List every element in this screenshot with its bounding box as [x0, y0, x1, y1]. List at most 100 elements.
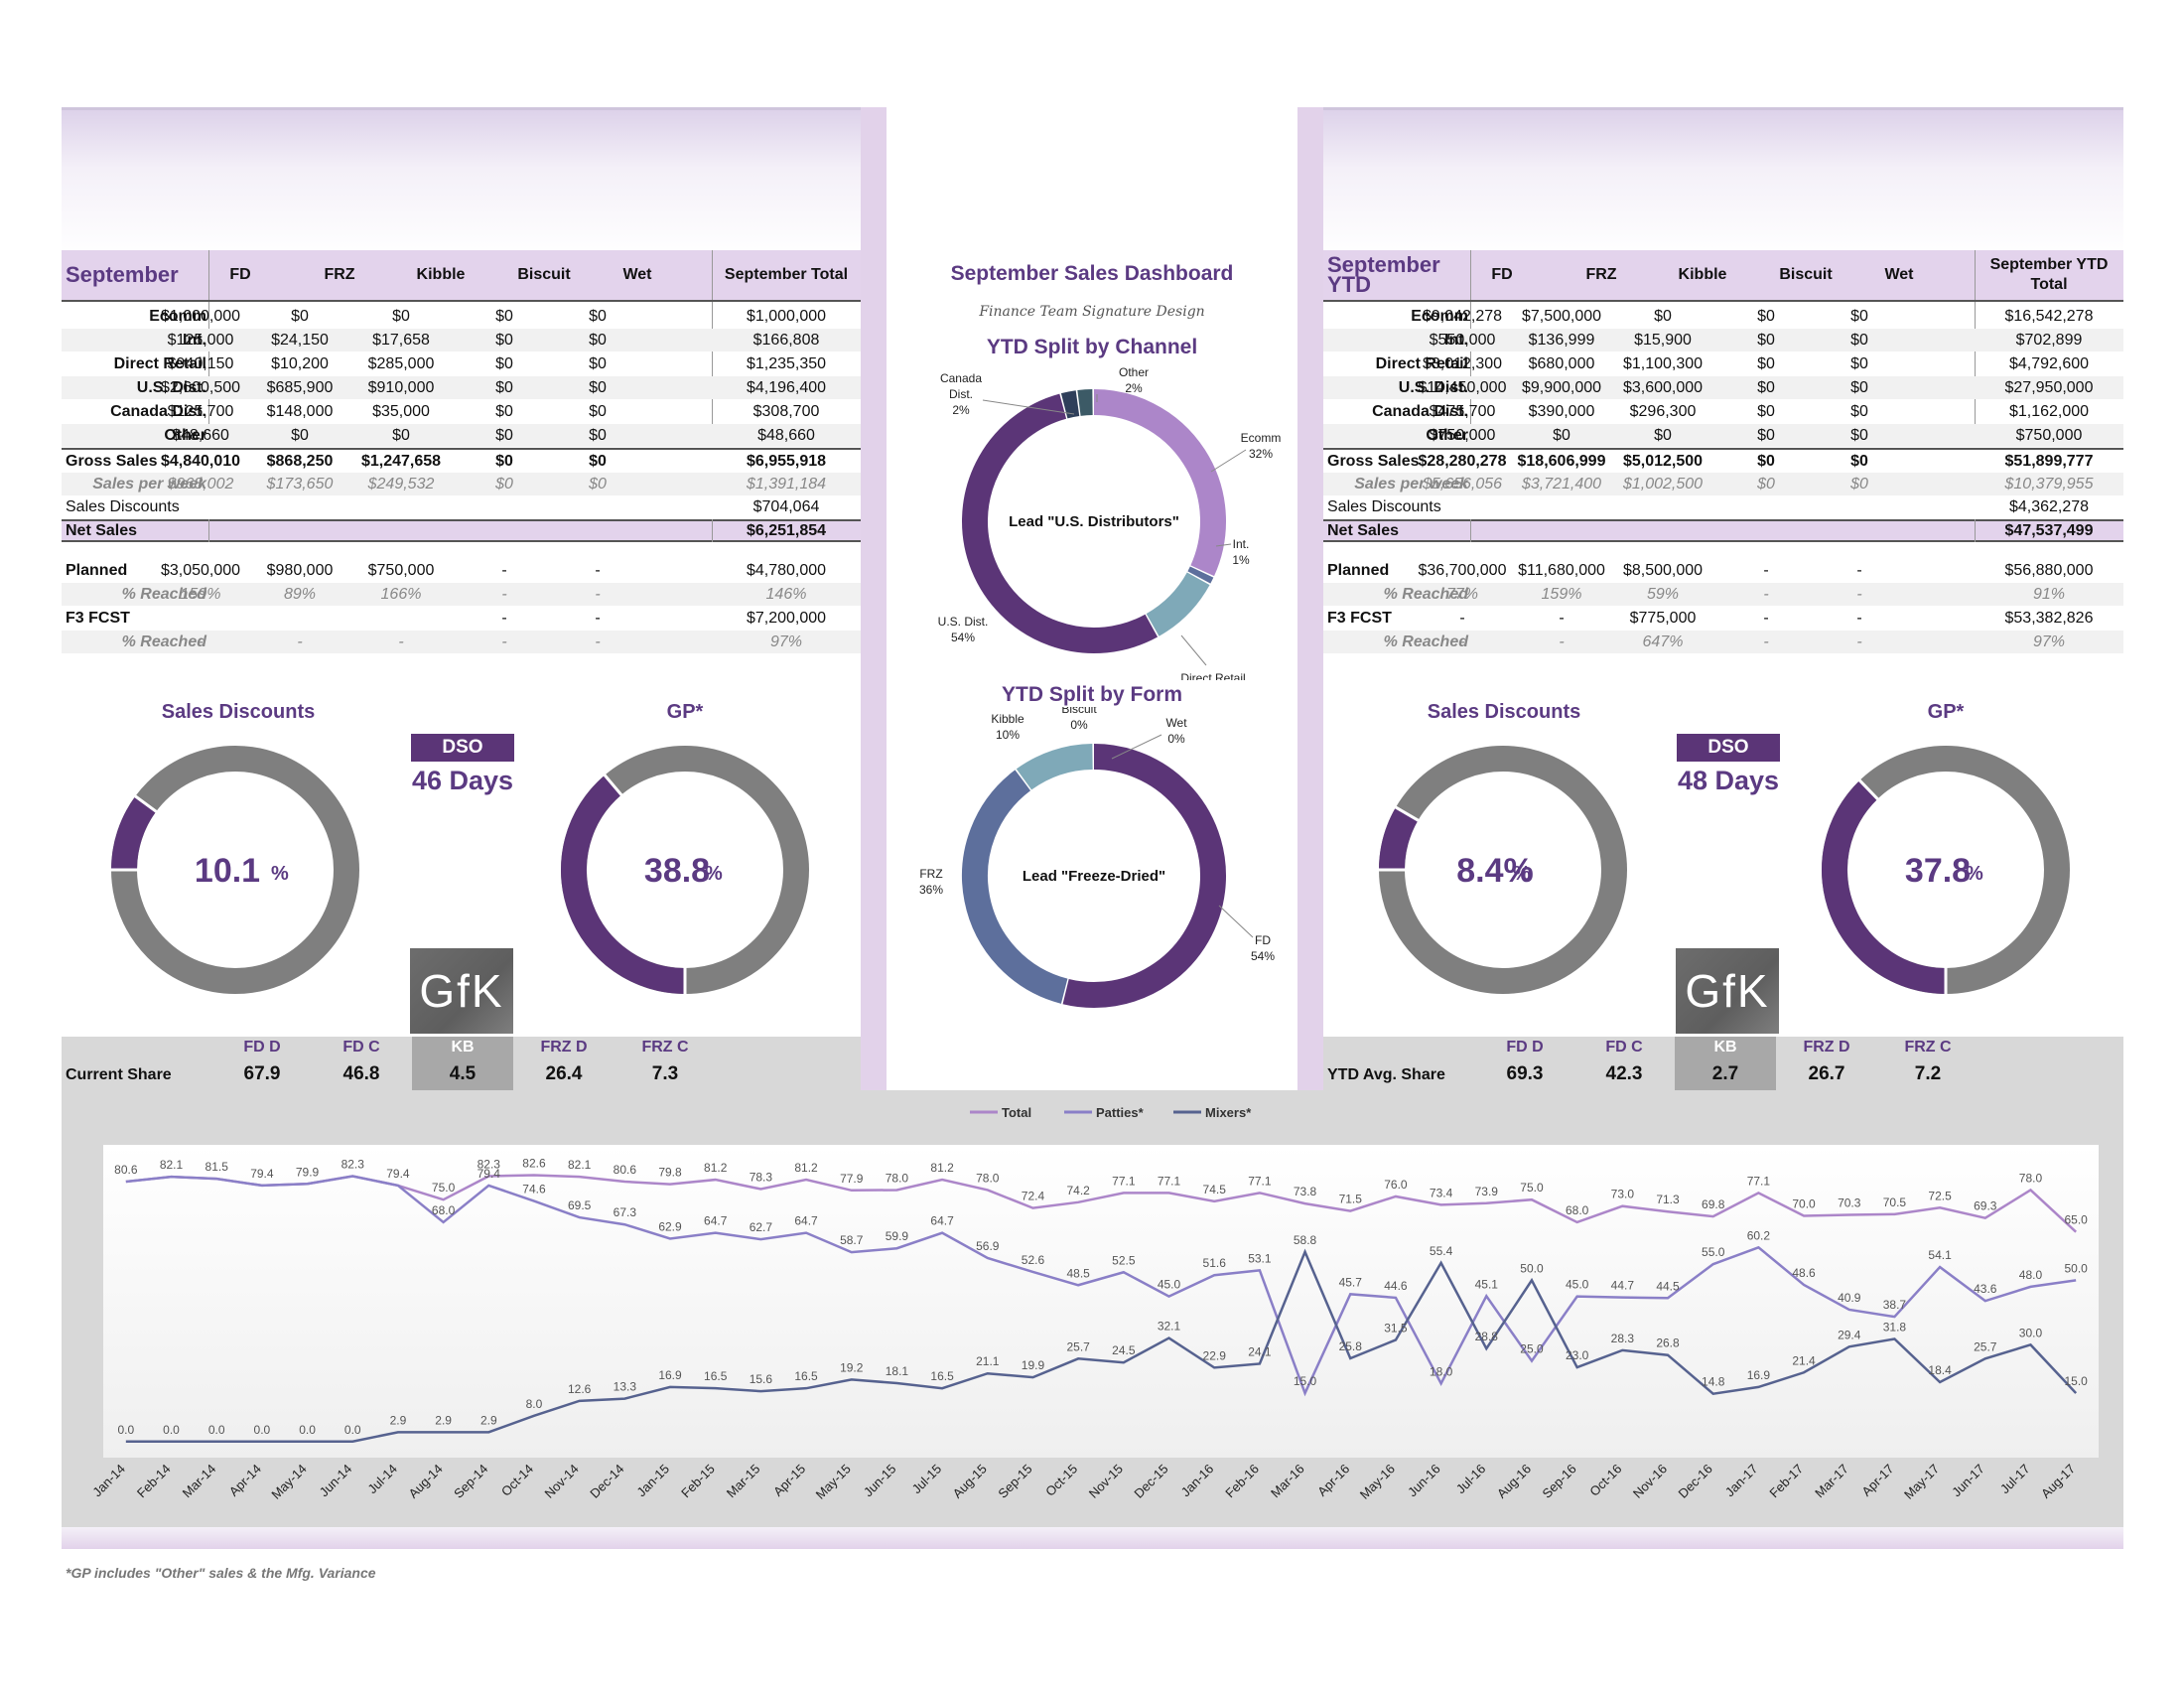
data-label: 45.1 — [1475, 1277, 1499, 1291]
right-cell: $3,600,000 — [1622, 378, 1704, 396]
donut-label-text: Ecomm — [1241, 431, 1282, 445]
x-tick-label: Jul-15 — [909, 1462, 945, 1497]
data-label: 77.1 — [1747, 1174, 1771, 1188]
donut-label: U.S. Dist. 54% — [938, 615, 989, 644]
x-tick-label: Nov-16 — [1630, 1462, 1670, 1501]
data-label: 53.1 — [1248, 1251, 1272, 1265]
data-label: 24.1 — [1248, 1345, 1272, 1359]
right-cell: $0 — [1850, 402, 1868, 420]
right-cell: $28,280,278 — [1418, 452, 1507, 470]
right-cell-total: $750,000 — [2015, 426, 2083, 444]
data-label: 50.0 — [2064, 1261, 2088, 1275]
x-tick-label: May-16 — [1357, 1462, 1398, 1502]
donut-label-text: FD — [1255, 933, 1271, 947]
right-cell: $0 — [1850, 378, 1868, 396]
donut-label: Ecomm 32% — [1241, 431, 1282, 461]
data-label: 77.1 — [1158, 1174, 1181, 1188]
right-header-col: Wet — [1884, 266, 1914, 283]
left-cell: - — [595, 633, 601, 650]
right-cell: $136,999 — [1528, 331, 1595, 349]
left-cell: - — [595, 585, 601, 603]
right-cell: $9,042,278 — [1422, 307, 1503, 325]
left-cell: $125,700 — [167, 402, 234, 420]
channel-split-title: YTD Split by Channel — [986, 336, 1198, 358]
donut-label-text: Dist. — [949, 387, 973, 401]
x-tick-label: Aug-14 — [405, 1462, 445, 1501]
gauge-value-arc — [1822, 779, 1947, 994]
x-tick-label: Nov-15 — [1086, 1462, 1126, 1501]
left-row: Ecomm $1,000,000 $0 $0 $0 $0 $1,000,000 — [62, 305, 861, 328]
data-label: 52.5 — [1112, 1253, 1136, 1267]
left-sales-discounts-title: Sales Discounts — [161, 701, 316, 723]
left-gross-line — [62, 448, 861, 450]
data-label: 19.2 — [840, 1360, 864, 1374]
data-label: 52.6 — [1022, 1253, 1045, 1267]
left-hline — [62, 300, 861, 302]
left-row-label: % Reached — [121, 585, 206, 603]
x-tick-label: Dec-15 — [1131, 1462, 1170, 1501]
right-row: Other $750,000 $0 $0 $0 $0 $750,000 — [1323, 424, 2123, 447]
donut-slice-other — [1077, 389, 1093, 416]
left-share-value: 26.4 — [545, 1063, 583, 1084]
right-cell: 77% — [1445, 585, 1479, 603]
data-label: 81.2 — [704, 1161, 728, 1175]
right-cell: $0 — [1850, 331, 1868, 349]
donut-slice-frz — [962, 770, 1068, 1004]
data-label: 0.0 — [117, 1423, 134, 1437]
data-label: 82.3 — [478, 1158, 501, 1172]
left-header-title: September — [66, 262, 179, 287]
data-label: 74.5 — [1203, 1183, 1227, 1196]
donut-label-text: 2% — [1125, 381, 1143, 395]
left-header-col: Wet — [622, 266, 652, 283]
data-label: 60.2 — [1747, 1228, 1771, 1242]
right-cell: - — [1763, 585, 1769, 603]
left-share-head: FD C — [342, 1039, 380, 1055]
left-cell: $0 — [589, 307, 607, 325]
left-cell: - — [501, 561, 507, 579]
donut-leader-line — [1210, 449, 1247, 473]
left-cell: $940,150 — [167, 354, 234, 372]
x-tick-label: Jul-14 — [364, 1462, 400, 1497]
data-label: 71.3 — [1656, 1193, 1680, 1206]
data-label: 21.4 — [1792, 1353, 1816, 1367]
x-tick-label: Apr-17 — [1858, 1462, 1896, 1499]
left-cell: $285,000 — [367, 354, 435, 372]
data-label: 64.7 — [794, 1214, 818, 1228]
right-row-label: Canada Dist. — [1372, 402, 1468, 420]
data-label: 78.0 — [976, 1171, 1000, 1185]
data-label: 73.4 — [1430, 1186, 1453, 1199]
left-cell: $0 — [495, 378, 513, 396]
data-label: 32.1 — [1158, 1320, 1181, 1334]
legend-label: Mixers* — [1205, 1105, 1252, 1120]
data-label: 79.8 — [658, 1166, 682, 1180]
x-tick-label: May-17 — [1901, 1462, 1942, 1502]
left-row: % Reached - - - - -97% — [62, 631, 861, 653]
data-label: 14.8 — [1702, 1375, 1725, 1389]
x-tick-label: Jan-14 — [89, 1462, 128, 1500]
data-label: 25.7 — [1066, 1339, 1090, 1353]
left-row: U.S. Dist. $2,600,500 $685,900 $910,000 $0 $0… — [62, 376, 861, 399]
x-tick-label: Dec-14 — [587, 1462, 626, 1501]
gauge-value: 38.8 — [644, 852, 710, 890]
data-label: 79.9 — [296, 1165, 320, 1179]
x-tick-label: Apr-14 — [226, 1462, 264, 1499]
data-label: 44.6 — [1384, 1279, 1408, 1293]
donut-leader-line — [1215, 543, 1232, 547]
data-label: 78.0 — [886, 1171, 909, 1185]
bottom-band — [62, 1527, 2123, 1549]
left-share-value: 4.5 — [449, 1063, 477, 1084]
x-tick-label: Apr-16 — [1314, 1462, 1352, 1499]
data-label: 0.0 — [163, 1423, 180, 1437]
right-cell: $14,450,000 — [1418, 378, 1507, 396]
data-label: 79.4 — [250, 1167, 274, 1181]
left-cell-total: $4,196,400 — [746, 378, 827, 396]
left-cell-total: $7,200,000 — [746, 609, 827, 627]
left-cell: $0 — [392, 307, 410, 325]
data-label: 38.7 — [1883, 1298, 1907, 1312]
right-cell-total: $53,382,826 — [2004, 609, 2094, 627]
data-label: 43.6 — [1974, 1282, 1997, 1296]
donut-slice-int- — [1187, 566, 1214, 584]
right-row: Sales Discounts $4,362,278 — [1323, 495, 2123, 518]
plot-area — [103, 1145, 2099, 1458]
x-tick-label: Apr-15 — [770, 1462, 808, 1499]
